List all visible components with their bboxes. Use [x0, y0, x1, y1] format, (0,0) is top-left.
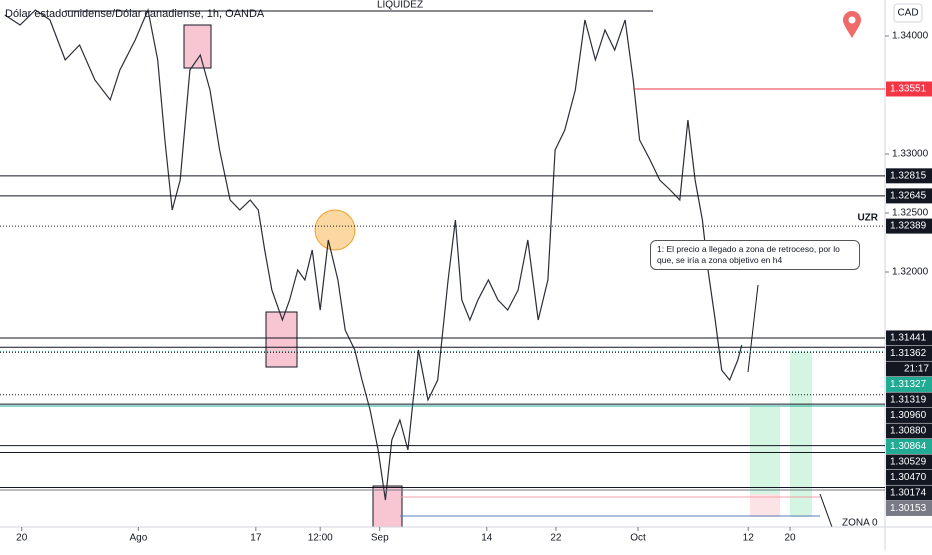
level-tag: [886, 345, 932, 361]
level-tag: [886, 392, 932, 408]
target-zone: [790, 352, 812, 517]
level-label: 1.31441: [890, 333, 927, 344]
marker-box: [183, 24, 212, 69]
y-tick-label: 1.33000: [892, 149, 929, 160]
x-tick-label: 12: [743, 533, 755, 544]
countdown-tag: [886, 361, 932, 377]
level-tag: [886, 376, 932, 392]
level-label: 1.30880: [890, 426, 927, 437]
note-pointer: [747, 284, 759, 373]
level-label: 1.32645: [890, 191, 927, 202]
level-tag: [886, 188, 932, 204]
level-label: 1.30470: [890, 472, 927, 483]
level-tag: [886, 500, 932, 516]
x-tick-label: 20: [785, 533, 797, 544]
x-tick-label: 22: [550, 533, 562, 544]
level-tag: [886, 218, 932, 234]
level-tag: [886, 330, 932, 346]
x-tick-label: 17: [250, 533, 262, 544]
stop-zone: [750, 494, 780, 517]
y-tick-label: 1.34000: [892, 31, 929, 42]
price-line: [4, 7, 743, 501]
x-tick-label: 12:00: [308, 533, 333, 544]
zone-pointer: [819, 493, 833, 528]
level-label: 1.30529: [890, 457, 927, 468]
chart-title: Dólar estadounidense/Dólar canadiense, 1…: [5, 8, 265, 20]
level-tag: [886, 168, 932, 184]
x-tick-label: Ago: [129, 533, 147, 544]
level-tag: [886, 81, 932, 97]
level-tag: [886, 485, 932, 501]
level-tag: [886, 407, 932, 423]
level-tag: [886, 469, 932, 485]
currency-label: CAD: [897, 8, 918, 19]
level-label: 1.33551: [890, 84, 927, 95]
x-tick-label: 20: [16, 533, 28, 544]
level-label: 1.31319: [890, 395, 927, 406]
note-box: 1: El precio a llegado a zona de retroce…: [650, 240, 860, 270]
level-label: 1.30174: [890, 488, 927, 499]
level-tag: [886, 423, 932, 439]
y-tick-label: 1.32500: [892, 208, 929, 219]
map-pin: [843, 11, 861, 38]
x-tick-label: Oct: [630, 533, 646, 544]
zone-label: ZONA 0: [842, 518, 878, 529]
countdown-label: 21:17: [904, 364, 929, 375]
level-label: 1.31362: [890, 348, 927, 359]
level-label: 1.30960: [890, 410, 927, 421]
currency-button[interactable]: [893, 3, 923, 23]
x-tick-label: Sep: [371, 533, 389, 544]
level-label: 1.30864: [890, 441, 927, 452]
level-label: 1.32389: [890, 221, 927, 232]
level-tag: [886, 454, 932, 470]
liquidity-label: LIQUIDEZ: [377, 0, 423, 11]
uzr-label: UZR: [857, 213, 878, 224]
level-label: 1.31327: [890, 379, 927, 390]
x-tick-label: 14: [481, 533, 493, 544]
marker-box: [265, 311, 298, 368]
y-tick-label: 1.32000: [892, 267, 929, 278]
level-label: 1.32815: [890, 170, 927, 181]
level-tag: [886, 438, 932, 454]
marker-box: [372, 485, 403, 528]
highlight-circle: [314, 209, 356, 251]
level-label: 1.30153: [890, 503, 927, 514]
